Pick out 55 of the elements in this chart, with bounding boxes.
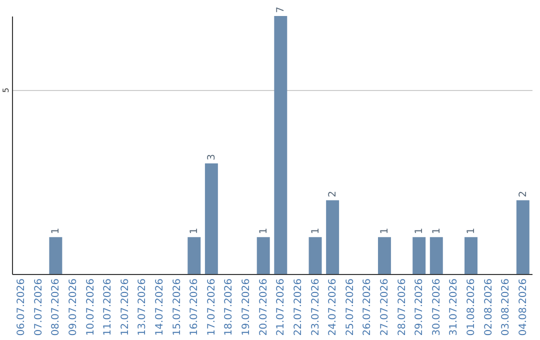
data-label: 1 bbox=[189, 228, 200, 234]
x-tick-label: 28.07.2026 bbox=[396, 278, 408, 336]
x-tick-label: 16.07.2026 bbox=[189, 278, 200, 336]
data-label: 2 bbox=[328, 190, 339, 198]
x-tick-label: 10.07.2026 bbox=[85, 278, 96, 336]
x-tick-label: 31.07.2026 bbox=[448, 278, 460, 336]
x-tick-label: 26.07.2026 bbox=[362, 278, 374, 336]
x-tick-label: 22.07.2026 bbox=[292, 278, 304, 336]
bar bbox=[412, 237, 426, 274]
x-tick-label: 09.07.2026 bbox=[68, 278, 79, 336]
x-tick-label: 15.07.2026 bbox=[172, 278, 183, 336]
x-tick-label: 11.07.2026 bbox=[102, 278, 114, 336]
x-tick-label: 01.08.2026 bbox=[466, 278, 477, 336]
x-tick-label: 21.07.2026 bbox=[276, 278, 287, 336]
x-tick-label: 24.07.2026 bbox=[328, 278, 339, 336]
bar bbox=[49, 237, 62, 274]
bar bbox=[430, 237, 443, 274]
x-tick-label: 02.08.2026 bbox=[483, 278, 494, 336]
x-tick-label: 03.08.2026 bbox=[500, 278, 512, 336]
x-tick-label: 04.08.2026 bbox=[518, 278, 529, 336]
data-label: 3 bbox=[206, 154, 218, 160]
x-tick-label: 27.07.2026 bbox=[379, 278, 390, 336]
bar bbox=[378, 237, 391, 274]
data-label: 1 bbox=[414, 228, 426, 234]
bar bbox=[516, 200, 530, 274]
x-tick-label: 18.07.2026 bbox=[224, 278, 235, 336]
x-tick-label: 13.07.2026 bbox=[137, 278, 148, 336]
x-tick-label: 25.07.2026 bbox=[344, 278, 356, 336]
data-label: 1 bbox=[379, 228, 390, 234]
bar bbox=[274, 16, 288, 274]
data-label: 1 bbox=[258, 228, 270, 234]
x-tick-label: 14.07.2026 bbox=[154, 278, 166, 336]
data-label: 1 bbox=[431, 228, 442, 234]
x-tick-label: 17.07.2026 bbox=[206, 278, 218, 336]
x-tick-label: 29.07.2026 bbox=[414, 278, 426, 336]
x-tick-label: 06.07.2026 bbox=[16, 278, 28, 336]
data-label: 1 bbox=[50, 228, 62, 234]
bar bbox=[326, 200, 340, 274]
data-label: 1 bbox=[466, 228, 477, 234]
data-label: 1 bbox=[310, 228, 322, 234]
bar bbox=[256, 237, 270, 274]
y-tick-label: 5 bbox=[2, 88, 10, 93]
bar bbox=[464, 237, 478, 274]
bar bbox=[204, 163, 218, 274]
x-tick-label: 20.07.2026 bbox=[258, 278, 270, 336]
x-tick-label: 12.07.2026 bbox=[120, 278, 131, 336]
x-tick-label: 08.07.2026 bbox=[50, 278, 62, 336]
bar bbox=[308, 237, 322, 274]
data-label: 7 bbox=[276, 6, 287, 13]
x-tick-label: 30.07.2026 bbox=[431, 278, 442, 336]
x-tick-label: 07.07.2026 bbox=[33, 278, 44, 336]
bar bbox=[188, 237, 201, 274]
x-tick-label: 23.07.2026 bbox=[310, 278, 322, 336]
x-tick-label: 19.07.2026 bbox=[241, 278, 252, 336]
data-label: 2 bbox=[518, 190, 529, 198]
